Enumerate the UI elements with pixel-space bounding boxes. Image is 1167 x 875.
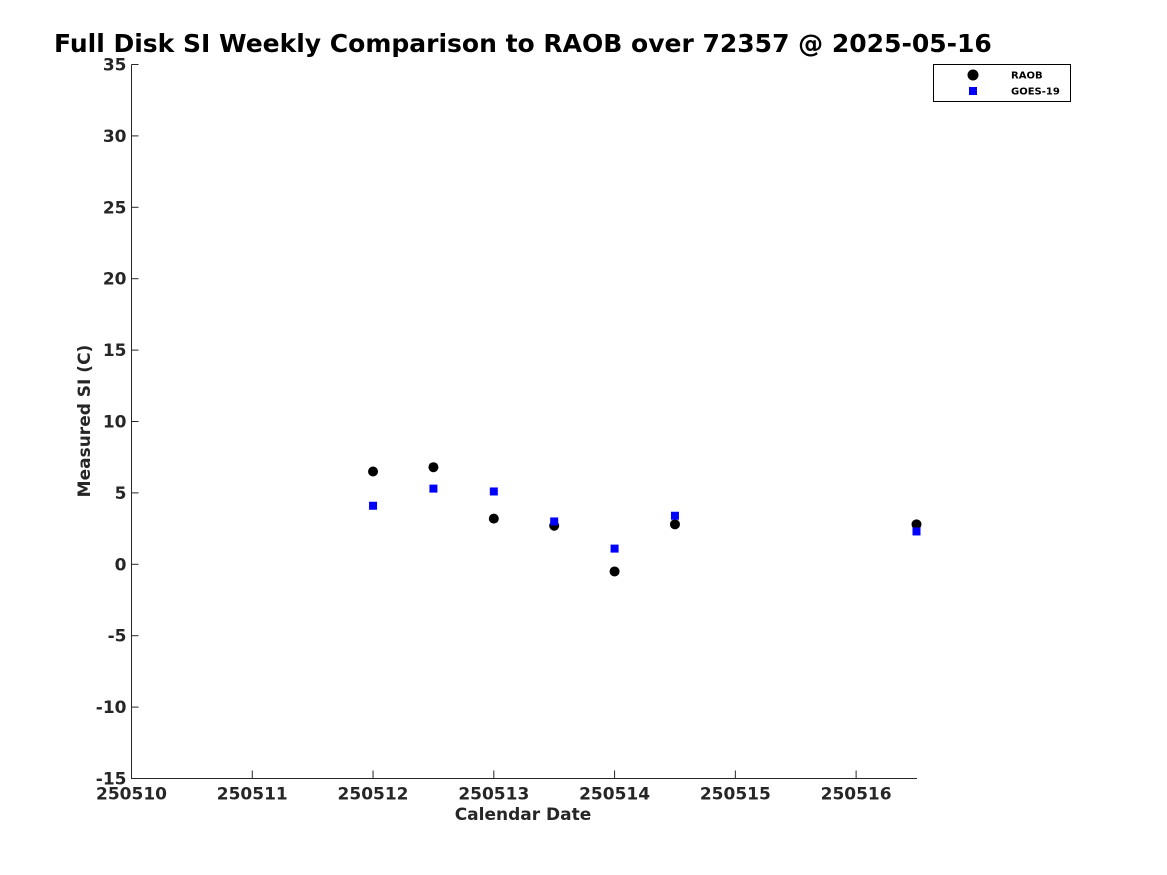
point-raob [488,513,499,524]
y-axis-label: Measured SI (C) [75,345,95,498]
legend: RAOB GOES-19 [933,64,1071,102]
y-tick-label: 35 [103,56,127,76]
legend-label-goes19: GOES-19 [1011,87,1060,98]
y-tick-label: 30 [103,127,127,147]
y-axis: -15 -10 -5 0 5 10 15 20 25 30 35 [96,56,139,790]
point-goes19 [550,517,559,526]
x-tick-label: 250512 [338,785,409,805]
point-goes19 [489,487,498,496]
legend-marker-goes19 [969,87,977,95]
y-tick-label: -5 [108,627,127,647]
y-tick-label: 20 [103,270,127,290]
x-tick-label: 250515 [700,785,771,805]
point-goes19 [429,484,438,493]
y-ticks: -15 -10 -5 0 5 10 15 20 25 30 35 [96,56,139,790]
x-axis: 250510 250511 250512 250513 250514 250515 2505… [96,770,917,805]
point-raob [669,519,680,530]
y-tick-label: 25 [103,198,127,218]
point-raob [609,566,620,577]
y-tick-label: 10 [103,413,127,433]
point-raob [428,462,439,473]
x-tick-label: 250513 [458,785,529,805]
y-tick-label: 5 [115,484,127,504]
chart-title: Full Disk SI Weekly Comparison to RAOB o… [54,29,992,58]
point-goes19 [369,501,378,510]
point-raob [911,519,922,530]
x-tick-label: 250510 [96,785,167,805]
legend-label-raob: RAOB [1011,71,1043,82]
y-tick-label: -15 [96,770,127,790]
legend-marker-raob [967,69,979,81]
y-tick-label: 15 [103,341,127,361]
x-tick-label: 250516 [821,785,892,805]
point-goes19 [670,511,679,520]
data-points [368,462,922,577]
x-axis-label: Calendar Date [455,805,592,825]
point-goes19 [912,527,921,536]
y-tick-label: 0 [115,555,127,575]
x-tick-label: 250514 [579,785,650,805]
x-tick-label: 250511 [217,785,288,805]
point-goes19 [610,544,619,553]
y-tick-label: -10 [96,698,127,718]
x-ticks: 250510 250511 250512 250513 250514 250515 2505… [96,770,892,805]
legend-box [933,64,1071,102]
point-raob [368,466,379,477]
